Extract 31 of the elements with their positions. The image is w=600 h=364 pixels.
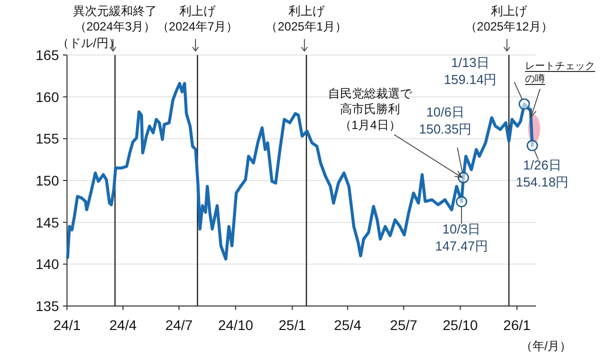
y-tick-label: 135 [36, 298, 60, 314]
y-tick-label: 140 [36, 256, 60, 272]
x-tick-label: 24/7 [165, 317, 193, 333]
x-axis-title: （年/月） [520, 339, 572, 353]
x-tick-label: 24/1 [53, 317, 81, 333]
x-tick-label: 25/1 [278, 317, 306, 333]
y-tick-label: 160 [36, 88, 60, 105]
x-tick-label: 25/4 [334, 317, 362, 333]
point [518, 98, 530, 110]
x-tick-label: 24/10 [218, 317, 254, 333]
annotation: 自民党総裁選で高市氏勝利（1月4日） [328, 86, 414, 132]
x-tick-label: 24/4 [109, 317, 137, 333]
x-tick-label: 25/7 [390, 317, 418, 333]
y-axis-title: （ドル/円） [57, 36, 120, 50]
y-tick-label: 165 [36, 47, 60, 63]
y-tick-label: 150 [36, 172, 60, 188]
annotation: 1/26日 154.18円 [516, 158, 569, 190]
ref-line-label: 利上げ（2025年1月） [266, 4, 348, 34]
x-tick-label: 25/10 [442, 317, 478, 333]
annotation: 1/13日 159.14円 [444, 55, 497, 87]
annotation: レートチェックの噂 [525, 60, 596, 85]
y-tick-label: 155 [36, 130, 60, 147]
y-tick-label: 145 [36, 214, 60, 230]
point [456, 196, 468, 208]
annotation: 10/6日 150.35円 [418, 104, 472, 136]
annotation: 10/3日 147.47円 [435, 222, 488, 254]
ref-line-label: 利上げ（2025年12月） [464, 4, 553, 34]
point [526, 140, 538, 152]
ref-line-label: 異次元緩和終了（2024年3月） [73, 4, 158, 34]
ref-line-label: 利上げ（2024年7月） [156, 4, 238, 34]
x-tick-label: 26/1 [503, 317, 531, 333]
